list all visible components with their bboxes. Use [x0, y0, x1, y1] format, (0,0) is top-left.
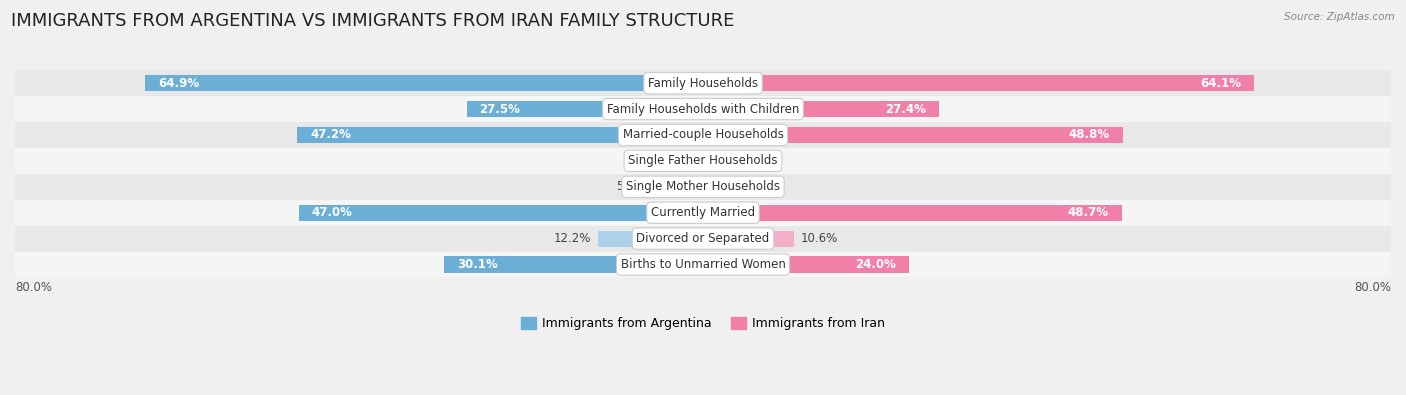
Text: 30.1%: 30.1% — [457, 258, 498, 271]
Text: Married-couple Households: Married-couple Households — [623, 128, 783, 141]
Text: IMMIGRANTS FROM ARGENTINA VS IMMIGRANTS FROM IRAN FAMILY STRUCTURE: IMMIGRANTS FROM ARGENTINA VS IMMIGRANTS … — [11, 12, 734, 30]
Text: 80.0%: 80.0% — [15, 280, 52, 293]
Text: Source: ZipAtlas.com: Source: ZipAtlas.com — [1284, 12, 1395, 22]
Bar — [598, 231, 703, 246]
Text: 5.9%: 5.9% — [616, 180, 645, 193]
Text: 24.0%: 24.0% — [856, 258, 897, 271]
Bar — [15, 148, 1391, 174]
Bar — [703, 153, 720, 169]
Text: 27.5%: 27.5% — [479, 103, 520, 116]
Text: 2.2%: 2.2% — [647, 154, 678, 167]
Text: 47.0%: 47.0% — [312, 206, 353, 219]
Bar — [703, 101, 939, 117]
Bar — [15, 174, 1391, 200]
Bar — [15, 252, 1391, 277]
Bar — [467, 101, 703, 117]
Bar — [703, 256, 910, 273]
Text: 12.2%: 12.2% — [554, 232, 591, 245]
Text: 64.1%: 64.1% — [1201, 77, 1241, 90]
Legend: Immigrants from Argentina, Immigrants from Iran: Immigrants from Argentina, Immigrants fr… — [516, 312, 890, 335]
Text: Family Households: Family Households — [648, 77, 758, 90]
Text: 80.0%: 80.0% — [1354, 280, 1391, 293]
Bar — [652, 179, 703, 195]
Text: 64.9%: 64.9% — [157, 77, 198, 90]
Bar — [15, 200, 1391, 226]
Text: Divorced or Separated: Divorced or Separated — [637, 232, 769, 245]
Bar — [703, 127, 1122, 143]
Text: 1.9%: 1.9% — [727, 154, 756, 167]
Text: Single Mother Households: Single Mother Households — [626, 180, 780, 193]
Bar — [15, 226, 1391, 252]
Bar — [145, 75, 703, 91]
Text: Births to Unmarried Women: Births to Unmarried Women — [620, 258, 786, 271]
Text: 48.8%: 48.8% — [1069, 128, 1109, 141]
Bar — [297, 127, 703, 143]
Text: 27.4%: 27.4% — [884, 103, 925, 116]
Bar — [685, 153, 703, 169]
Bar — [703, 179, 744, 195]
Bar — [703, 231, 794, 246]
Text: 47.2%: 47.2% — [309, 128, 352, 141]
Bar — [703, 205, 1122, 221]
Text: 10.6%: 10.6% — [801, 232, 838, 245]
Text: Single Father Households: Single Father Households — [628, 154, 778, 167]
Bar — [444, 256, 703, 273]
Bar — [299, 205, 703, 221]
Text: Family Households with Children: Family Households with Children — [607, 103, 799, 116]
Text: Currently Married: Currently Married — [651, 206, 755, 219]
Text: 4.8%: 4.8% — [751, 180, 780, 193]
Bar — [703, 75, 1254, 91]
Bar — [15, 122, 1391, 148]
Text: 48.7%: 48.7% — [1069, 206, 1109, 219]
Bar — [15, 96, 1391, 122]
Bar — [15, 70, 1391, 96]
